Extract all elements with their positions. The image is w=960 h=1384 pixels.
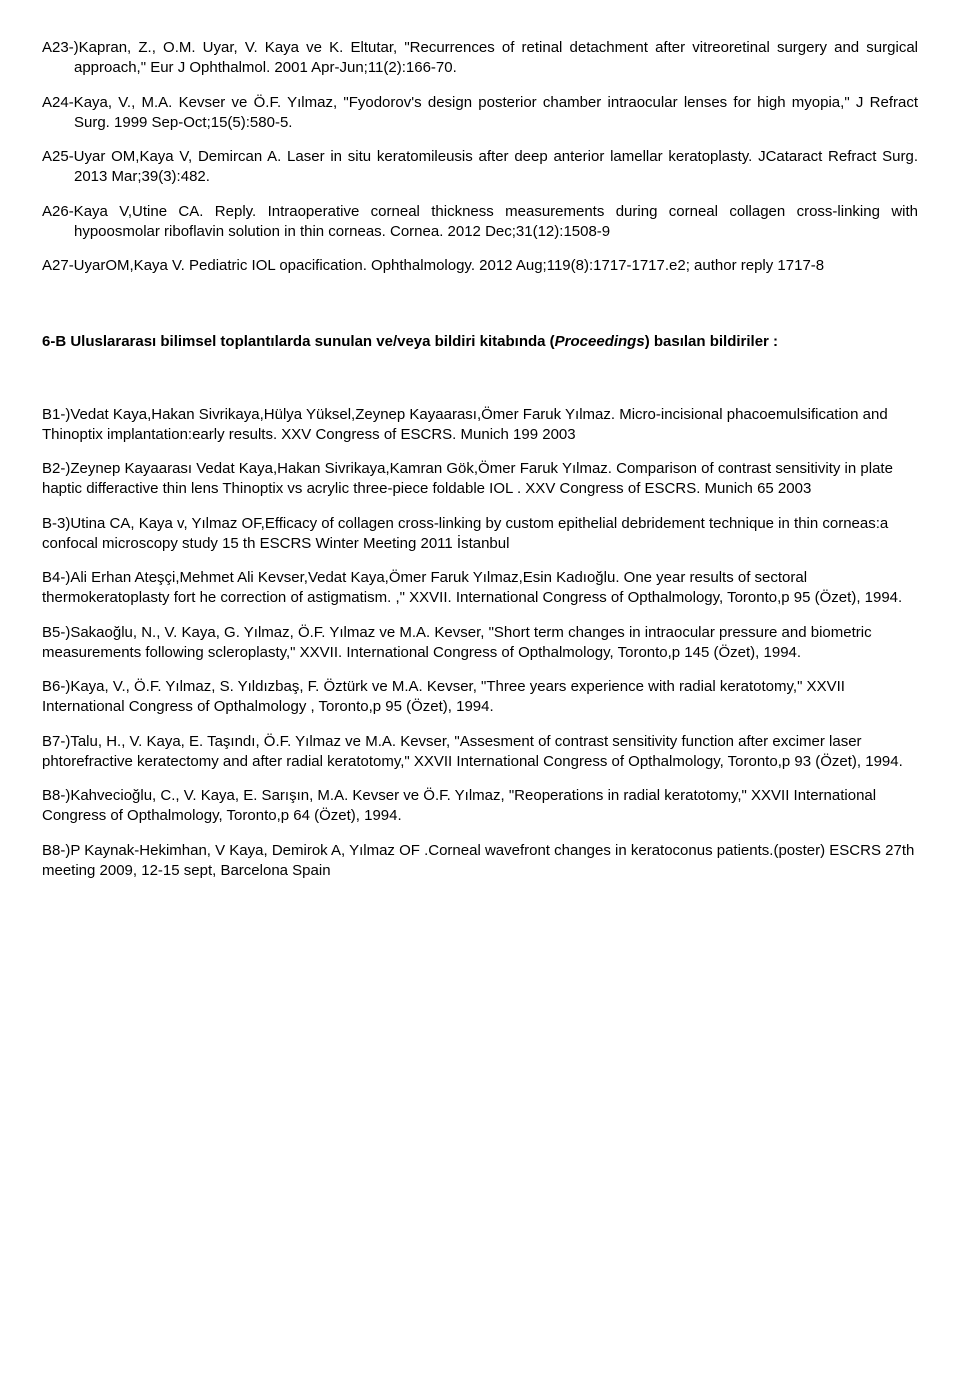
section-6b-heading: 6-B Uluslararası bilimsel toplantılarda … (42, 332, 918, 352)
ref-a23: A23-)Kapran, Z., O.M. Uyar, V. Kaya ve K… (42, 38, 918, 79)
ref-b1: B1-)Vedat Kaya,Hakan Sivrikaya,Hülya Yük… (42, 405, 918, 446)
ref-b2: B2-)Zeynep Kayaarası Vedat Kaya,Hakan Si… (42, 459, 918, 500)
ref-b8b: B8-)P Kaynak-Hekimhan, V Kaya, Demirok A… (42, 841, 918, 882)
ref-b6: B6-)Kaya, V., Ö.F. Yılmaz, S. Yıldızbaş,… (42, 677, 918, 718)
section-6b-suffix: ) basılan bildiriler : (645, 333, 778, 350)
ref-b5: B5-)Sakaoğlu, N., V. Kaya, G. Yılmaz, Ö.… (42, 623, 918, 664)
ref-b8: B8-)Kahvecioğlu, C., V. Kaya, E. Sarışın… (42, 786, 918, 827)
ref-b3: B-3)Utina CA, Kaya v, Yılmaz OF,Efficacy… (42, 514, 918, 555)
ref-a27: A27-UyarOM,Kaya V. Pediatric IOL opacifi… (42, 256, 918, 276)
ref-a26: A26-Kaya V,Utine CA. Reply. Intraoperati… (42, 202, 918, 243)
ref-a24: A24-Kaya, V., M.A. Kevser ve Ö.F. Yılmaz… (42, 93, 918, 134)
ref-b4: B4-)Ali Erhan Ateşçi,Mehmet Ali Kevser,V… (42, 568, 918, 609)
ref-b7: B7-)Talu, H., V. Kaya, E. Taşındı, Ö.F. … (42, 732, 918, 773)
ref-a25: A25-Uyar OM,Kaya V, Demircan A. Laser in… (42, 147, 918, 188)
section-6b-prefix: 6-B Uluslararası bilimsel toplantılarda … (42, 333, 555, 350)
section-6b-ital: Proceedings (555, 333, 645, 350)
